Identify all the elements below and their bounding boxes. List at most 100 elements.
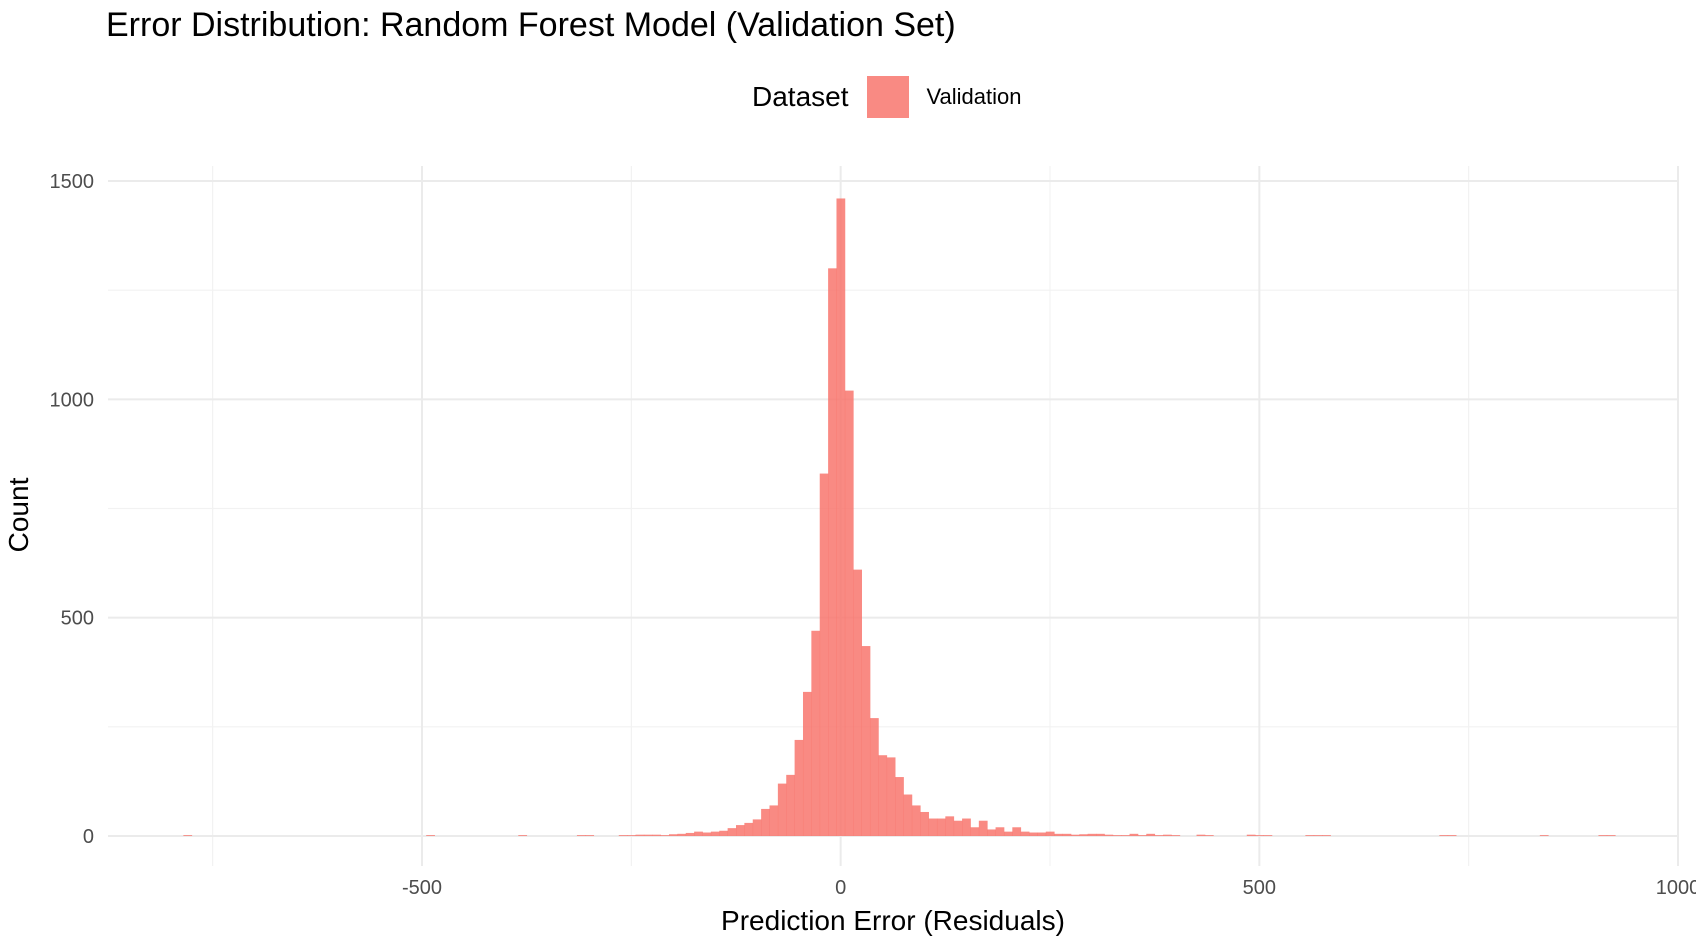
histogram-bar xyxy=(1045,831,1055,836)
histogram-bar xyxy=(635,834,645,836)
histogram-bar xyxy=(518,835,528,836)
chart-title: Error Distribution: Random Forest Model … xyxy=(106,6,956,44)
histogram-bar xyxy=(1598,835,1608,836)
histogram-bar xyxy=(426,835,435,836)
histogram-bar xyxy=(794,739,804,836)
histogram-bar xyxy=(1079,834,1089,836)
histogram-bar xyxy=(995,827,1005,836)
histogram-bar xyxy=(1020,831,1030,836)
histogram-bar xyxy=(710,831,720,836)
histogram-bar xyxy=(903,794,913,836)
histogram-bar xyxy=(1070,834,1080,836)
histogram-bar xyxy=(819,473,829,836)
legend: Dataset Validation xyxy=(752,76,1022,118)
histogram-bar xyxy=(1305,835,1315,836)
histogram-bar xyxy=(1121,835,1130,836)
histogram-bar xyxy=(576,835,586,836)
legend-key-validation xyxy=(866,76,909,118)
histogram-bar xyxy=(727,828,737,836)
histogram-bar xyxy=(920,811,929,836)
histogram-bar xyxy=(1539,835,1549,836)
histogram-bar xyxy=(1062,833,1072,836)
histogram-bar xyxy=(1146,833,1156,836)
x-tick-label: 1000 xyxy=(1656,877,1696,899)
histogram-bar xyxy=(677,833,687,836)
histogram-bar xyxy=(1096,833,1105,836)
histogram-bar xyxy=(1137,835,1147,836)
histogram-bar xyxy=(878,755,888,836)
histogram-bar xyxy=(945,816,955,836)
histogram-bar xyxy=(1263,835,1273,836)
histogram-bar xyxy=(962,818,971,836)
histogram-bar xyxy=(1087,833,1097,836)
histogram-bar xyxy=(861,646,871,836)
histogram-bar xyxy=(585,835,595,836)
histogram-bar xyxy=(928,818,938,836)
histogram-bar xyxy=(669,834,678,836)
histogram-bar xyxy=(1439,835,1449,836)
histogram-bar xyxy=(1322,835,1331,836)
histogram-bar xyxy=(1037,832,1047,836)
histogram-bar xyxy=(660,835,670,836)
histogram-bar xyxy=(802,691,812,836)
histogram-bar xyxy=(811,630,821,836)
histogram-bar xyxy=(1129,833,1139,836)
histogram-bar xyxy=(702,832,712,836)
x-axis-title: Prediction Error (Residuals) xyxy=(721,905,1065,936)
histogram-bar xyxy=(761,808,770,836)
histogram-bar xyxy=(1171,835,1181,836)
histogram-bar xyxy=(978,820,988,836)
histogram-bar xyxy=(719,830,729,836)
histogram-bar xyxy=(627,835,636,836)
histogram-bar xyxy=(786,774,796,836)
histogram-bar xyxy=(1112,835,1122,836)
histogram-bar xyxy=(685,832,695,836)
histogram-bar xyxy=(1313,835,1323,836)
histogram-bar xyxy=(1447,835,1457,836)
histogram-bar xyxy=(643,834,653,836)
histogram-bar xyxy=(769,805,779,836)
histogram-bar xyxy=(1204,835,1214,836)
histogram-bar xyxy=(652,834,662,836)
histogram-bar xyxy=(1606,835,1616,836)
x-tick-label: 0 xyxy=(835,877,846,899)
histogram-bar xyxy=(1104,834,1114,836)
histogram-bar xyxy=(1196,834,1206,836)
histogram-bar xyxy=(828,268,837,837)
y-axis-title: Count xyxy=(3,477,34,552)
y-tick-label: 0 xyxy=(83,826,94,848)
histogram-bar xyxy=(1054,833,1063,836)
histogram-bar xyxy=(844,390,854,836)
histogram-bar xyxy=(1154,835,1164,836)
histogram-bar xyxy=(936,818,946,836)
histogram-bar xyxy=(1029,832,1038,836)
histogram-bar xyxy=(183,835,193,836)
legend-title: Dataset xyxy=(752,81,849,112)
legend-label-validation: Validation xyxy=(926,84,1022,109)
histogram-bar xyxy=(736,825,745,836)
histogram-bar xyxy=(886,757,896,836)
histogram-bar xyxy=(618,835,628,836)
histogram-bar xyxy=(1003,831,1013,836)
histogram-bar xyxy=(895,777,904,836)
histogram-bar xyxy=(1246,834,1256,836)
bar-layer xyxy=(183,198,1616,837)
grid-layer xyxy=(108,166,1679,866)
x-tick-label: 500 xyxy=(1243,877,1276,899)
histogram-bar xyxy=(853,569,862,836)
histogram-bar xyxy=(1012,827,1022,836)
y-tick-label: 1000 xyxy=(50,389,95,411)
histogram-bar xyxy=(970,827,980,836)
histogram-bar xyxy=(869,718,879,836)
histogram-bar xyxy=(777,783,787,836)
y-tick-label: 1500 xyxy=(50,171,95,193)
histogram-bar xyxy=(752,819,762,836)
x-tick-label: -500 xyxy=(402,877,442,899)
histogram-bar xyxy=(1163,834,1172,836)
histogram-bar xyxy=(836,198,846,837)
histogram-bar xyxy=(694,831,703,836)
y-tick-label: 500 xyxy=(61,608,94,630)
histogram-bar xyxy=(911,805,921,836)
histogram-bar xyxy=(953,820,963,836)
